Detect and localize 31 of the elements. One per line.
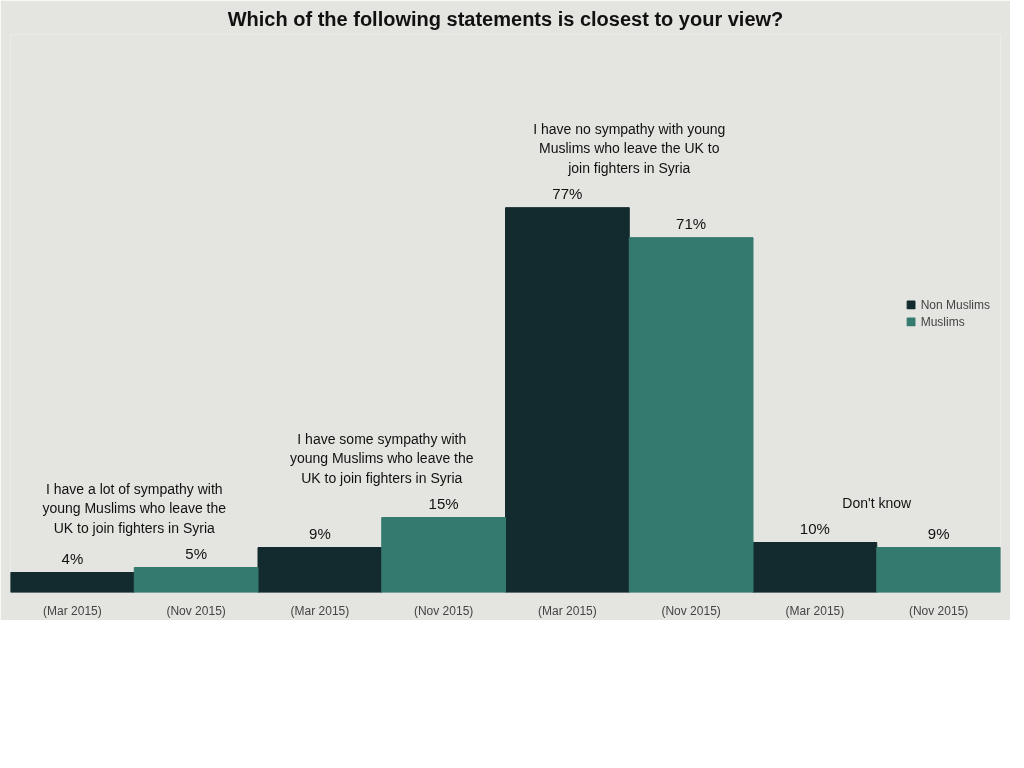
bar <box>752 542 878 593</box>
legend-label: Muslims <box>920 314 965 329</box>
bar <box>505 207 630 593</box>
data-label: 4% <box>61 549 84 567</box>
bar <box>876 547 1001 593</box>
data-label: 15% <box>428 494 459 512</box>
chart-title: Which of the following statements is closest to your view? <box>227 7 784 30</box>
x-tick-label: (Mar 2015) <box>538 603 597 618</box>
data-label: 9% <box>927 524 950 542</box>
bar <box>257 547 383 593</box>
x-tick-label: (Mar 2015) <box>785 603 845 618</box>
annotation: Don't know <box>842 494 913 511</box>
legend-label: Non Muslims <box>920 297 990 312</box>
bar <box>133 567 259 593</box>
bar <box>10 572 135 593</box>
data-label: 5% <box>185 544 207 562</box>
x-tick-label: (Mar 2015) <box>43 603 102 618</box>
data-label: 9% <box>309 524 331 542</box>
bar <box>381 517 506 593</box>
text: I have no sympathy with young Muslims who leave the UK to join fighters in Syria <box>533 121 726 176</box>
x-tick-label: (Nov 2015) <box>413 603 474 618</box>
annotation: I have a lot of sympathy with young Muslims who leave the UK to join fighters in Syria <box>42 481 227 536</box>
x-tick-label: (Nov 2015) <box>908 603 969 618</box>
x-tick-label: (Nov 2015) <box>166 603 226 618</box>
data-label: 77% <box>552 184 583 202</box>
data-label: 10% <box>799 519 830 537</box>
bar <box>628 237 754 593</box>
data-label: 71% <box>676 214 707 232</box>
x-tick-label: (Nov 2015) <box>661 603 721 618</box>
annotation: I have some sympathy with young Muslims who leave the UK to join fighters in Syria <box>289 431 474 486</box>
x-tick-label: (Mar 2015) <box>290 603 350 618</box>
